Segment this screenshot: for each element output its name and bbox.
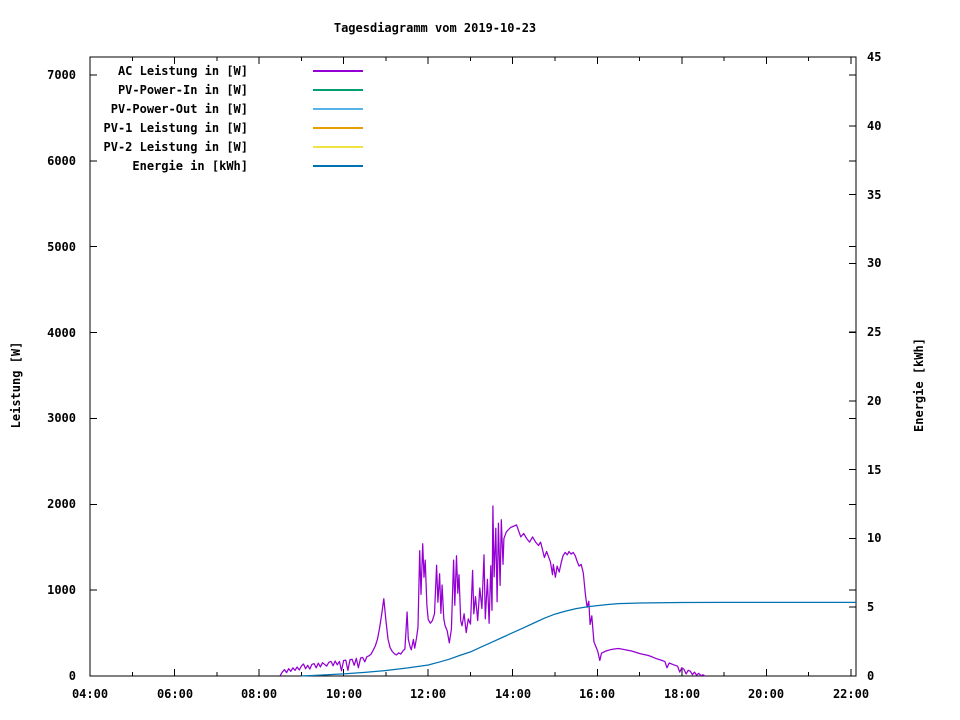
y2-tick-label: 25 xyxy=(867,325,882,339)
y2-tick-label: 5 xyxy=(867,600,875,614)
x-tick-label: 04:00 xyxy=(71,687,109,701)
legend-label-energie: Energie in [kWh] xyxy=(132,159,248,173)
y1-tick-label: 4000 xyxy=(47,326,76,340)
x-tick-label: 08:00 xyxy=(240,687,278,701)
y1-tick-label: 6000 xyxy=(47,154,76,168)
y2-tick-label: 10 xyxy=(867,531,882,545)
x-tick-label: 12:00 xyxy=(409,687,447,701)
legend-line-pv1 xyxy=(313,127,363,129)
y2-tick-label: 35 xyxy=(867,188,882,202)
legend-label-ac: AC Leistung in [W] xyxy=(117,64,248,78)
series-line-ac xyxy=(279,505,706,677)
y2-tick-label: 30 xyxy=(867,256,882,270)
legend-line-ac xyxy=(313,70,363,72)
y1-tick-label: 5000 xyxy=(47,240,76,254)
x-tick-label: 20:00 xyxy=(747,687,785,701)
x-tick-label: 22:00 xyxy=(832,687,870,701)
legend-line-pv2 xyxy=(313,146,363,148)
x-tick-label: 06:00 xyxy=(156,687,194,701)
legend-label-pv_out: PV-Power-Out in [W] xyxy=(110,102,248,116)
y2-tick-label: 45 xyxy=(867,50,882,64)
x-tick-label: 18:00 xyxy=(663,687,701,701)
y2-tick-label: 15 xyxy=(867,463,882,477)
x-tick-label: 14:00 xyxy=(494,687,532,701)
legend-label-pv_in: PV-Power-In in [W] xyxy=(117,83,248,97)
legend-line-pv_in xyxy=(313,89,363,91)
y2-tick-label: 0 xyxy=(867,669,875,683)
y1-tick-label: 3000 xyxy=(47,411,76,425)
legend-line-energie xyxy=(313,165,363,167)
y1-tick-label: 0 xyxy=(68,669,76,683)
series-line-energie xyxy=(301,601,856,677)
x-tick-label: 16:00 xyxy=(578,687,616,701)
y1-tick-label: 2000 xyxy=(47,497,76,511)
legend-label-pv2: PV-2 Leistung in [W] xyxy=(103,140,249,154)
y1-tick-label: 1000 xyxy=(47,583,76,597)
y1-tick-label: 7000 xyxy=(47,68,76,82)
y2-axis-label: Energie [kWh] xyxy=(912,338,926,432)
y2-tick-label: 20 xyxy=(867,394,882,408)
y2-tick-label: 40 xyxy=(867,119,882,133)
chart-title: Tagesdiagramm vom 2019-10-23 xyxy=(333,21,537,35)
legend-label-pv1: PV-1 Leistung in [W] xyxy=(103,121,249,135)
plot-border xyxy=(89,56,857,677)
legend-line-pv_out xyxy=(313,108,363,110)
x-tick-label: 10:00 xyxy=(325,687,363,701)
